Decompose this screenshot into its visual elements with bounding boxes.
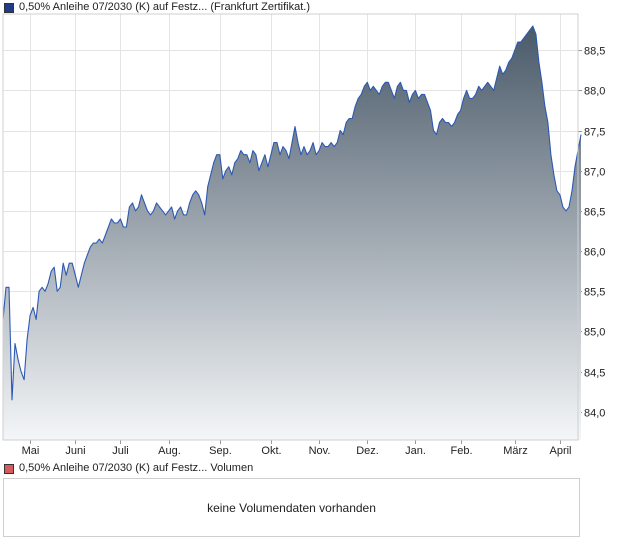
price-legend-swatch	[4, 2, 14, 13]
volume-panel: keine Volumendaten vorhanden	[3, 478, 580, 537]
y-tick-label: 85,5	[584, 287, 605, 299]
x-tick-label: Juli	[112, 445, 129, 457]
x-tick-label: Mai	[22, 445, 40, 457]
volume-legend: 0,50% Anleihe 07/2030 (K) auf Festz... V…	[4, 462, 253, 475]
price-line	[2, 25, 582, 401]
price-legend: 0,50% Anleihe 07/2030 (K) auf Festz... (…	[4, 1, 310, 14]
x-tick-label: Okt.	[261, 445, 281, 457]
price-legend-label: 0,50% Anleihe 07/2030 (K) auf Festz... (…	[19, 1, 311, 13]
x-tick-label: Juni	[65, 445, 85, 457]
y-tick-label: 87,0	[584, 167, 605, 179]
volume-legend-label: 0,50% Anleihe 07/2030 (K) auf Festz... V…	[19, 462, 254, 474]
volume-legend-swatch	[4, 463, 14, 474]
y-tick-label: 87,5	[584, 127, 605, 139]
x-tick-label: März	[503, 445, 527, 457]
y-tick-label: 88,0	[584, 86, 605, 98]
x-tick-label: Jan.	[405, 445, 426, 457]
x-tick-label: Aug.	[158, 445, 181, 457]
x-tick-label: Nov.	[309, 445, 331, 457]
y-tick-label: 85,0	[584, 327, 605, 339]
y-tick-label: 86,0	[584, 247, 605, 259]
y-tick-label: 84,5	[584, 368, 605, 380]
x-tick-label: April	[549, 445, 571, 457]
x-tick-label: Feb.	[450, 445, 472, 457]
y-tick-label: 86,5	[584, 207, 605, 219]
y-tick-label: 84,0	[584, 408, 605, 420]
y-tick-label: 88,5	[584, 46, 605, 58]
x-tick-label: Sep.	[209, 445, 232, 457]
x-tick-label: Dez.	[356, 445, 379, 457]
price-chart: 84,0 84,5 85,0 85,5 86,0 86,5 87,0 87,5 88,0 88,5…	[2, 13, 605, 457]
plot-border	[2, 13, 579, 441]
price-area	[3, 26, 581, 440]
no-volume-message: keine Volumendaten vorhanden	[207, 501, 376, 515]
